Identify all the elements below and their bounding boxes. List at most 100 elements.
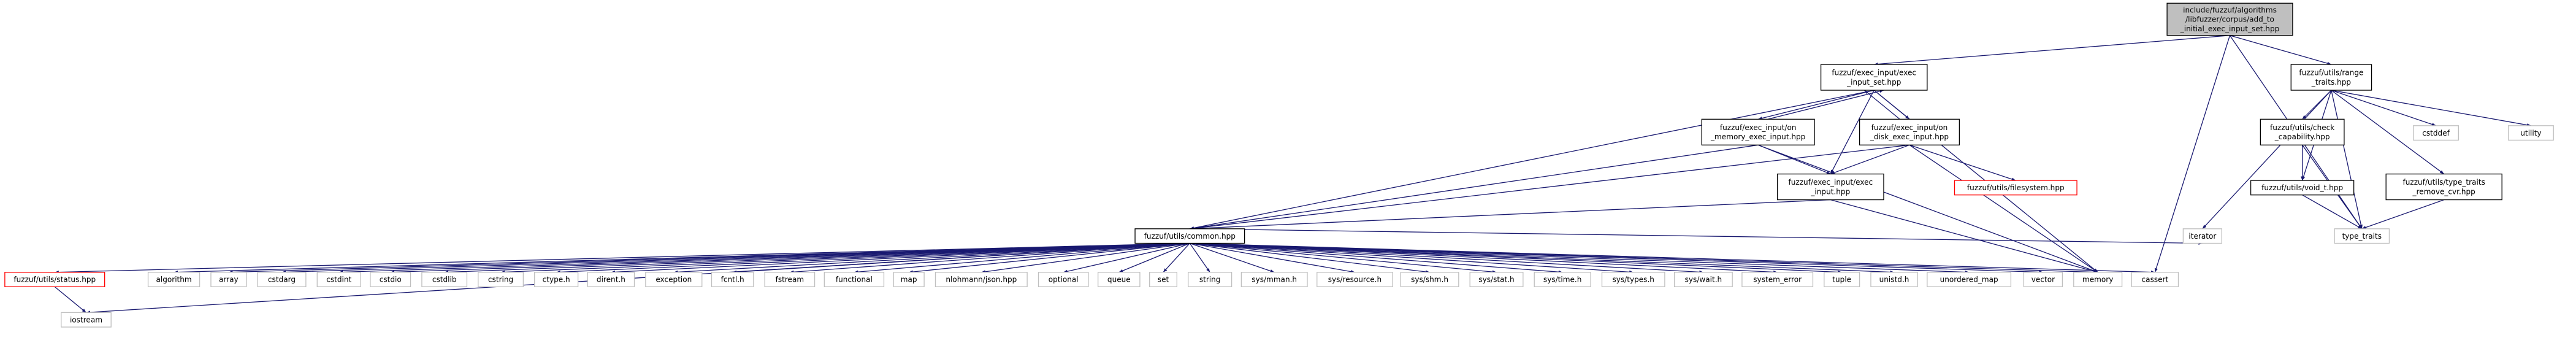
node-box xyxy=(934,272,1028,288)
node-box xyxy=(1534,272,1591,288)
node-label: sys/stat.h xyxy=(1478,276,1514,284)
node-label: _input.hpp xyxy=(1810,187,1850,196)
node: exception xyxy=(645,272,703,288)
node-box xyxy=(764,272,816,288)
node-box xyxy=(2250,180,2355,196)
node-label: _remove_cvr.hpp xyxy=(2412,187,2475,196)
edge xyxy=(789,242,1190,274)
edge xyxy=(1758,90,1875,120)
node-box xyxy=(893,272,925,288)
edge xyxy=(500,242,1190,274)
node-box xyxy=(1927,272,2012,288)
node-label: queue xyxy=(1107,276,1131,284)
node: string xyxy=(1188,272,1233,288)
node-label: cstdio xyxy=(380,276,402,284)
node-box xyxy=(2413,125,2459,141)
edge xyxy=(2302,195,2363,229)
node: cstdint xyxy=(316,272,361,288)
node-label: sys/mman.h xyxy=(1252,276,1297,284)
edge xyxy=(1874,35,2230,66)
edge xyxy=(673,242,1190,274)
node-box xyxy=(61,312,112,328)
edge xyxy=(2230,35,2332,65)
node-label: unordered_map xyxy=(1940,276,1998,284)
node-box xyxy=(1824,272,1860,288)
node: include/fuzzuf/algorithms/libfuzzer/corp… xyxy=(2166,2,2293,36)
node: utility xyxy=(2508,125,2554,141)
node-label: fuzzuf/exec_input/exec xyxy=(1788,178,1873,187)
edge xyxy=(1190,242,2155,274)
node-label: fcntl.h xyxy=(721,276,744,284)
node-box xyxy=(1134,228,1245,244)
node-box xyxy=(147,272,201,288)
node: fuzzuf/exec_input/on_memory_exec_input.h… xyxy=(1701,118,1815,145)
node-label: sys/resource.h xyxy=(1328,276,1382,284)
node-label: optional xyxy=(1049,276,1079,284)
node-box xyxy=(257,272,307,288)
edge xyxy=(1909,144,2098,273)
node-label: fuzzuf/utils/void_t.hpp xyxy=(2261,183,2343,192)
node-box xyxy=(2182,228,2223,244)
edge xyxy=(1190,242,1778,274)
node: set xyxy=(1149,272,1177,288)
node-box xyxy=(1859,118,1960,145)
node: fstream xyxy=(764,272,816,288)
node-label: cstdarg xyxy=(268,276,296,284)
edge xyxy=(854,242,1190,274)
node-label: sys/shm.h xyxy=(1411,276,1448,284)
edge xyxy=(2202,90,2332,229)
node-label: _memory_exec_input.hpp xyxy=(1710,133,1805,141)
node-box xyxy=(711,272,754,288)
node-label: fstream xyxy=(776,276,805,284)
node-box xyxy=(1240,272,1308,288)
edges xyxy=(54,35,2531,314)
node: cassert xyxy=(2131,272,2179,288)
node-label: string xyxy=(1199,276,1221,284)
node: ctype.h xyxy=(534,272,579,288)
node: sys/shm.h xyxy=(1400,272,1459,288)
edge xyxy=(1190,144,1910,230)
node: fuzzuf/utils/status.hpp xyxy=(4,272,105,288)
node-box xyxy=(1317,272,1393,288)
node-label: sys/wait.h xyxy=(1685,276,1722,284)
node: iterator xyxy=(2182,228,2223,244)
node-label: sys/types.h xyxy=(1612,276,1654,284)
node: sys/time.h xyxy=(1534,272,1591,288)
node: fuzzuf/utils/range_traits.hpp xyxy=(2290,64,2372,91)
node-label: unistd.h xyxy=(1879,276,1909,284)
node-label: _input_set.hpp xyxy=(1846,78,1901,87)
node-box xyxy=(2023,272,2063,288)
node-label: exception xyxy=(655,276,692,284)
node-box xyxy=(2385,173,2502,201)
node-box xyxy=(2166,2,2293,36)
node-label: set xyxy=(1158,276,1169,284)
node-box xyxy=(2260,118,2345,145)
node-label: vector xyxy=(2031,276,2055,284)
node: system_error xyxy=(1741,272,1814,288)
edge xyxy=(1118,242,1190,273)
node-label: _initial_exec_input_set.hpp xyxy=(2180,25,2280,33)
node: memory xyxy=(2073,272,2123,288)
edge xyxy=(909,242,1190,274)
node-box xyxy=(2131,272,2179,288)
edge xyxy=(1190,228,2203,245)
node: unordered_map xyxy=(1927,272,2012,288)
node-label: fuzzuf/utils/status.hpp xyxy=(13,276,96,284)
node-label: tuple xyxy=(1832,276,1851,284)
node-label: include/fuzzuf/algorithms xyxy=(2183,6,2277,14)
node-label: map xyxy=(901,276,917,284)
node-box xyxy=(316,272,361,288)
node: vector xyxy=(2023,272,2063,288)
edge xyxy=(1830,90,1875,174)
node-box xyxy=(534,272,579,288)
node-box xyxy=(210,272,247,288)
node-box xyxy=(370,272,411,288)
node: cstring xyxy=(478,272,524,288)
node: fuzzuf/utils/filesystem.hpp xyxy=(1954,180,2077,196)
edge xyxy=(981,242,1190,274)
node-label: sys/time.h xyxy=(1543,276,1582,284)
node-box xyxy=(2334,228,2390,244)
node-label: fuzzuf/utils/filesystem.hpp xyxy=(1967,183,2065,192)
